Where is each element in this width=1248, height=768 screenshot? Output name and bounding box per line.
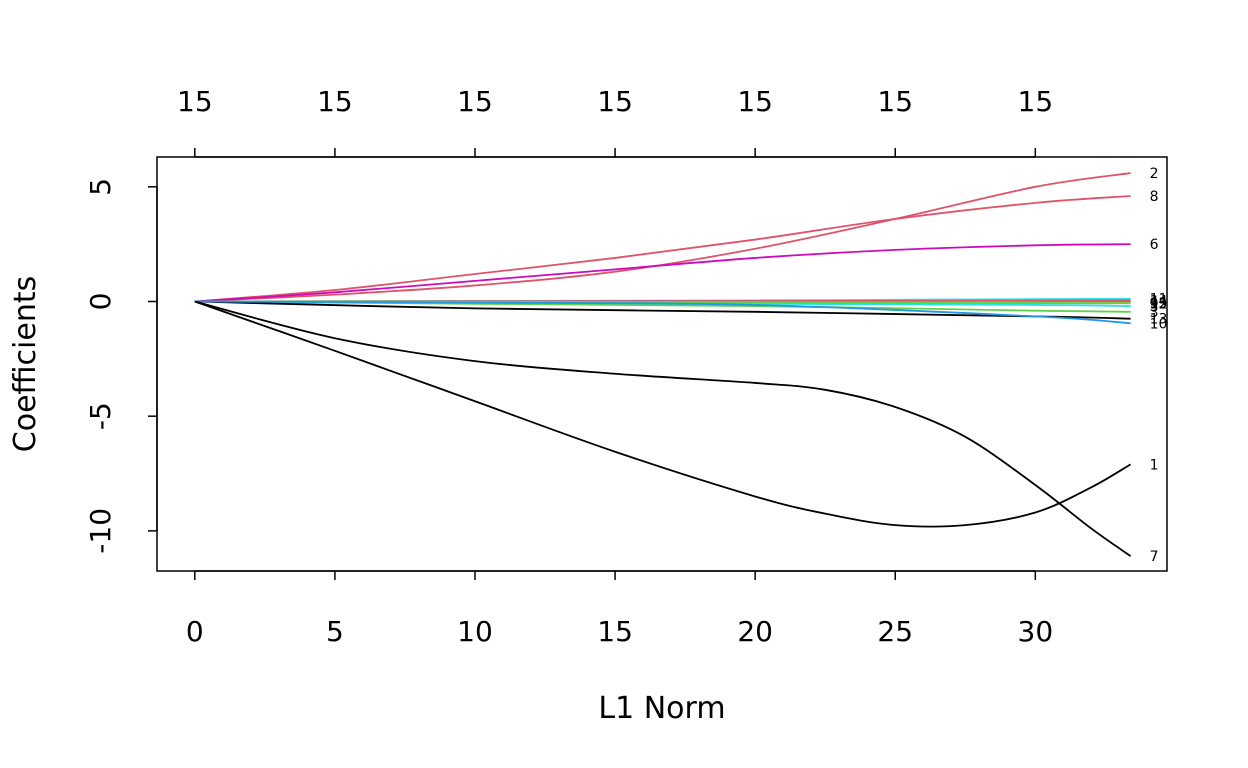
series-end-label: 6 [1150, 237, 1159, 253]
series-end-label: 5 [1150, 299, 1159, 315]
x-tick-label: 5 [326, 615, 344, 648]
series-layer [194, 172, 1132, 557]
x-axis-top: 15 15 15 15 15 15 15 [177, 85, 1054, 158]
series-end-label: 14 [1150, 293, 1168, 309]
x-axis-title: L1 Norm [598, 691, 725, 726]
x-tick-label: 0 [186, 615, 204, 648]
x-tick-label: 10 [457, 615, 493, 648]
series-line-1 [194, 300, 1132, 528]
series-end-label: 15 [1150, 296, 1168, 312]
x-axis-bottom: 0 5 10 15 20 25 30 [186, 570, 1054, 648]
series-end-label: 7 [1150, 549, 1159, 565]
series-end-label: 2 [1150, 166, 1159, 182]
x-tick-label: 25 [877, 615, 913, 648]
y-tick-label: -5 [84, 402, 117, 430]
series-line-8 [194, 195, 1131, 303]
y-axis-title: Coefficients [8, 276, 43, 452]
top-tick-label: 15 [877, 85, 913, 118]
series-end-label: 11 [1150, 292, 1168, 308]
y-tick-label: -10 [84, 508, 117, 554]
y-axis-left: 5 0 -5 -10 [84, 178, 158, 554]
top-tick-label: 15 [317, 85, 353, 118]
top-tick-label: 15 [177, 85, 213, 118]
series-end-label: 3 [1150, 305, 1159, 321]
series-line-6 [194, 243, 1131, 303]
series-end-label: 10 [1150, 316, 1168, 332]
top-tick-label: 15 [737, 85, 773, 118]
series-end-label: 4 [1150, 294, 1159, 310]
series-end-label: 9 [1150, 296, 1159, 312]
top-tick-label: 15 [1018, 85, 1054, 118]
series-line-7 [194, 300, 1132, 557]
series-end-label: 12 [1150, 296, 1168, 312]
top-tick-label: 15 [597, 85, 633, 118]
y-tick-label: 0 [84, 293, 117, 311]
top-tick-label: 15 [457, 85, 493, 118]
plot-frame [156, 156, 1168, 572]
series-end-label: 1 [1150, 457, 1159, 473]
series-line-10 [194, 300, 1131, 325]
series-end-label: 13 [1150, 312, 1168, 328]
x-tick-label: 30 [1018, 615, 1054, 648]
x-tick-label: 15 [597, 615, 633, 648]
y-tick-label: 5 [84, 178, 117, 196]
series-line-2 [194, 172, 1131, 303]
x-tick-label: 20 [737, 615, 773, 648]
series-end-label: 8 [1150, 189, 1159, 205]
